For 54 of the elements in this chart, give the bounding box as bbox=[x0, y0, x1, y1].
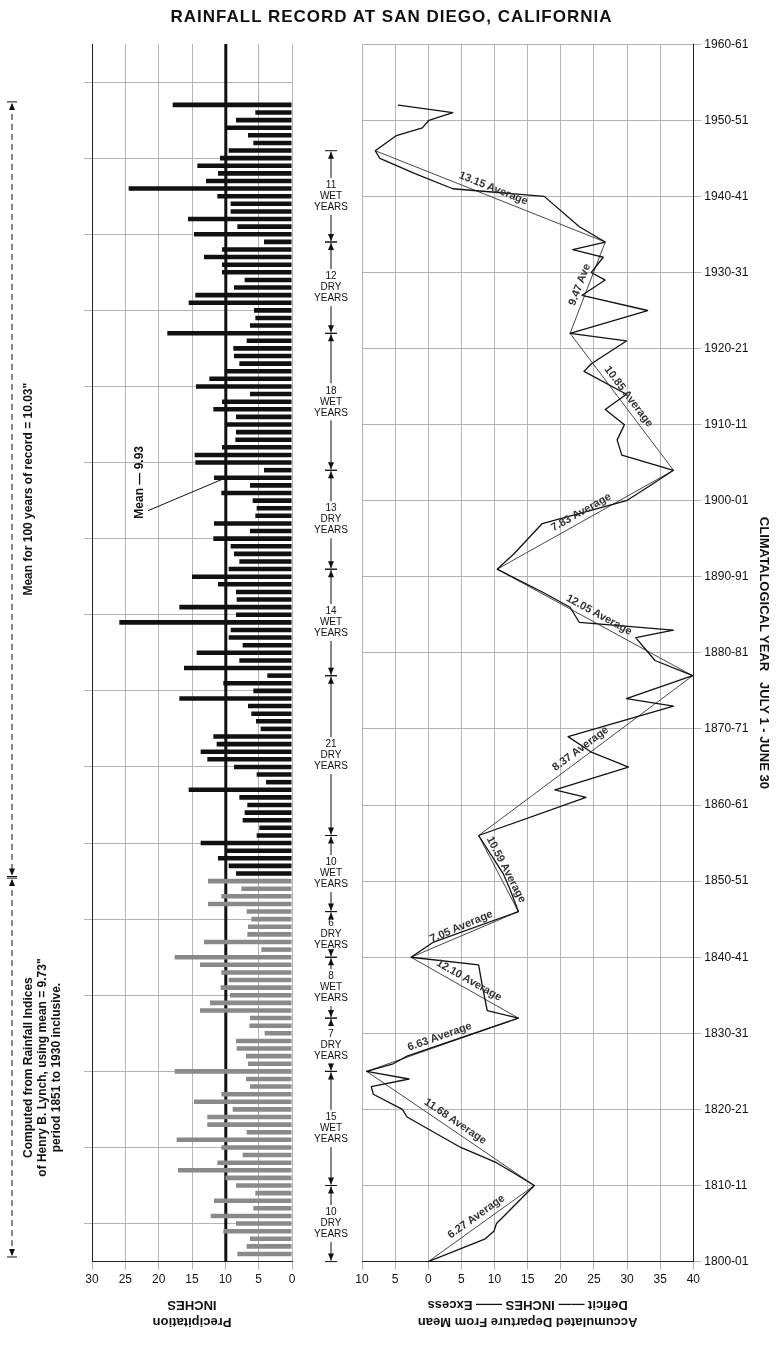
x-tick-label: 10 bbox=[355, 1272, 369, 1287]
x-tick-label: 15 bbox=[521, 1272, 535, 1287]
text: 15 WET YEARS bbox=[314, 1111, 349, 1145]
y-tick-label: 1850-51 bbox=[704, 873, 749, 888]
y-tick-label: 1860-61 bbox=[704, 797, 749, 812]
x-tick-label: 5 bbox=[458, 1272, 466, 1287]
x-tick-label: 10 bbox=[487, 1272, 502, 1287]
text: Mean for 100 years of record = 10.03" bbox=[21, 382, 36, 596]
y-tick-label: 1800-01 bbox=[704, 1253, 749, 1268]
y-tick-label: 1840-41 bbox=[704, 949, 749, 964]
y-tick-label: 1870-71 bbox=[704, 721, 749, 736]
text: 10 WET YEARS bbox=[314, 856, 349, 890]
text: 9.47 Ave bbox=[565, 261, 593, 307]
x-axis-title: Precipitation INCHES bbox=[152, 1297, 232, 1330]
y-tick-label: 1930-31 bbox=[704, 264, 749, 279]
x-tick-label: 40 bbox=[686, 1272, 701, 1287]
y-tick-label: 1920-21 bbox=[704, 340, 749, 355]
x-tick-label: 10 bbox=[218, 1272, 233, 1287]
text: 11 WET YEARS bbox=[314, 179, 349, 213]
text: 10 DRY YEARS bbox=[314, 1206, 349, 1240]
x-tick-label: 25 bbox=[587, 1272, 601, 1287]
text: 14 WET YEARS bbox=[314, 605, 349, 639]
y-axis-title: CLIMATALOGICAL YEAR JULY 1 - JUNE 30 bbox=[756, 516, 772, 789]
y-tick-label: 1960-61 bbox=[704, 36, 749, 51]
x-tick-label: 5 bbox=[255, 1272, 263, 1287]
x-tick-label: 30 bbox=[85, 1272, 99, 1287]
x-tick-label: 0 bbox=[424, 1272, 432, 1287]
x-tick-label: 25 bbox=[118, 1272, 133, 1287]
text: 12 DRY YEARS bbox=[314, 270, 349, 304]
y-tick-label: 1810-11 bbox=[704, 1177, 748, 1192]
x-tick-label: 20 bbox=[554, 1272, 568, 1287]
y-tick-label: 1890-91 bbox=[704, 569, 749, 584]
text: 21 DRY YEARS bbox=[314, 738, 349, 772]
y-tick-label: 1880-81 bbox=[704, 645, 749, 660]
y-tick-label: 1910-11 bbox=[704, 416, 748, 431]
y-tick-label: 1830-31 bbox=[704, 1025, 749, 1040]
x-tick-label: 5 bbox=[391, 1272, 399, 1287]
text: 18 WET YEARS bbox=[314, 384, 349, 418]
y-tick-label: 1950-51 bbox=[704, 112, 749, 127]
text: RAINFALL RECORD AT SAN DIEGO, CALIFORNIA bbox=[169, 6, 614, 28]
text: 13 DRY YEARS bbox=[314, 502, 349, 536]
x-tick-label: 20 bbox=[151, 1272, 166, 1287]
x-tick-label: 15 bbox=[185, 1272, 199, 1287]
x-tick-label: 0 bbox=[288, 1272, 296, 1287]
ref-line-label: Mean — 9.93 bbox=[132, 445, 147, 519]
x-tick-label: 30 bbox=[620, 1272, 635, 1287]
x-axis-title: Accumulated Departure From Mean Deficit —— INCHES —— Excess bbox=[417, 1297, 638, 1330]
x-tick-label: 35 bbox=[653, 1272, 668, 1287]
y-tick-label: 1940-41 bbox=[704, 188, 749, 203]
y-tick-label: 1820-21 bbox=[704, 1101, 749, 1116]
text: Computed from Rainfall Indices of Henry B. Lynch, using mean = 9.73" period 1851 to 1930 inclusive. bbox=[21, 958, 64, 1177]
text: 8 WET YEARS bbox=[314, 970, 349, 1004]
text: 7 DRY YEARS bbox=[314, 1027, 349, 1061]
y-tick-label: 1900-01 bbox=[704, 493, 749, 508]
